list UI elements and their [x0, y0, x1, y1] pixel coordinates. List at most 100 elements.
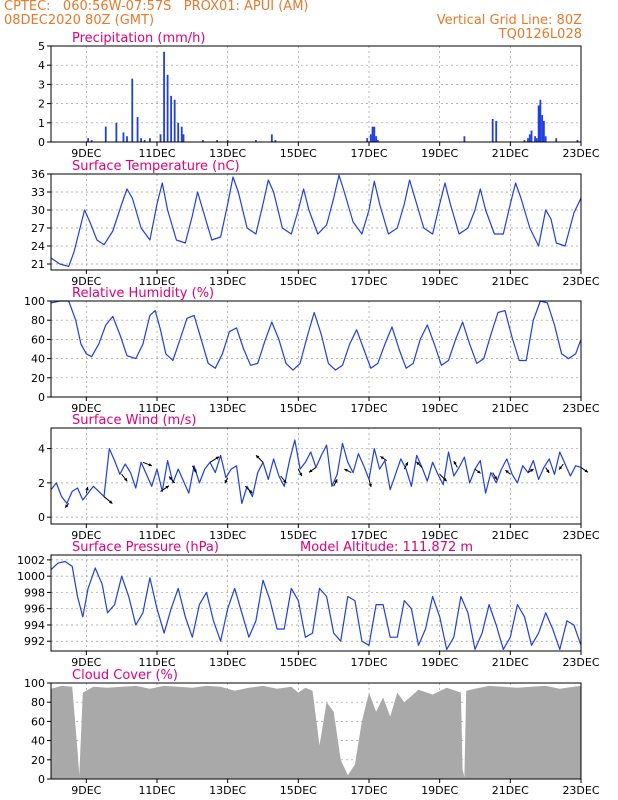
precip-bar [369, 134, 372, 142]
x-tick-label: 23DEC [562, 275, 599, 288]
y-tick-label: 20 [31, 372, 45, 385]
wind-vector-head [505, 470, 509, 474]
y-tick-label: 80 [31, 314, 45, 327]
precip-bar [122, 132, 125, 142]
x-tick-label: 23DEC [562, 402, 599, 415]
precip-bar [371, 126, 374, 142]
x-tick-label: 23DEC [562, 529, 599, 542]
precip-bar [576, 140, 579, 142]
wind-vector-head [493, 476, 497, 480]
x-tick-label: 19DEC [421, 656, 458, 669]
x-tick-label: 15DEC [280, 147, 317, 160]
panel-cloud: 0 20 40 60 80 100 9DEC 11DEC 13DEC 15DEC 17DEC 19DE… [24, 668, 600, 797]
y-tick-label: 60 [31, 333, 45, 346]
precip-bar [159, 134, 162, 142]
header-run-time: 08DEC2020 80Z (GMT) [4, 13, 155, 28]
y-tick-label: 0 [38, 511, 45, 524]
panel-rh: 0 20 40 60 80 100 9DEC 11DEC 13DEC 15DEC 17DEC 19DE… [24, 286, 600, 415]
wind-vector-head [165, 485, 169, 489]
x-tick-label: 9DEC [71, 529, 101, 542]
header-model-id: TQ0126L028 [498, 27, 582, 42]
pressure-annotation: Model Altitude: 111.872 m [300, 540, 473, 555]
x-tick-label: 17DEC [350, 275, 387, 288]
wind-vector-head [299, 472, 302, 477]
x-tick-label: 23DEC [562, 784, 599, 797]
precip-bar [255, 140, 257, 142]
y-tick-label: 100 [24, 677, 45, 690]
x-tick-label: 11DEC [138, 656, 175, 669]
wind-vector-head [169, 476, 173, 480]
x-tick-label: 17DEC [350, 656, 387, 669]
precip-bar [104, 126, 107, 142]
precip-bar [173, 99, 176, 142]
precip-bar [115, 122, 118, 142]
precip-bar [495, 120, 498, 142]
x-tick-label: 21DEC [492, 402, 529, 415]
x-tick-label: 13DEC [209, 784, 246, 797]
precip-bar [87, 138, 89, 142]
wind-vector-head [124, 477, 128, 482]
wind-series-line [50, 439, 582, 504]
y-tick-label: 60 [31, 715, 45, 728]
x-tick-label: 21DEC [492, 656, 529, 669]
wind-vector-head [193, 469, 197, 473]
precip-bar [90, 140, 93, 142]
wind-vector-head [584, 469, 588, 473]
precip-bar [136, 117, 139, 142]
precip-bar [491, 118, 494, 142]
precip-bar [126, 136, 128, 142]
header-grid-line: Vertical Grid Line: 80Z [436, 13, 582, 28]
precip-bar [543, 120, 545, 142]
wind-vector-head [283, 479, 287, 483]
precip-bar [373, 126, 376, 142]
precip-bar [140, 138, 142, 142]
y-tick-label: 40 [31, 353, 45, 366]
x-tick-label: 17DEC [350, 402, 387, 415]
precip-bar [463, 136, 466, 142]
y-tick-label: 4 [38, 443, 45, 456]
precip-bar [541, 115, 544, 142]
precip-bar [180, 126, 183, 142]
x-tick-label: 15DEC [280, 275, 317, 288]
x-tick-label: 11DEC [138, 275, 175, 288]
y-tick-label: 1002 [17, 554, 45, 567]
precip-bar [539, 99, 542, 142]
x-tick-label: 11DEC [138, 147, 175, 160]
wind-vector-head [344, 468, 348, 472]
wind-vector-head [65, 504, 69, 508]
precip-bar [555, 138, 558, 142]
temp-title: Surface Temperature (nC) [72, 159, 240, 174]
wind-vector-head [224, 479, 228, 484]
x-tick-label: 15DEC [280, 784, 317, 797]
cloud-title: Cloud Cover (%) [72, 668, 178, 683]
x-tick-label: 13DEC [209, 529, 246, 542]
panel-frame [50, 300, 582, 398]
wind-vector-head [148, 463, 152, 467]
precip-bar [226, 140, 229, 142]
y-tick-label: 0 [38, 391, 45, 404]
x-tick-label: 11DEC [138, 784, 175, 797]
x-tick-label: 17DEC [350, 147, 387, 160]
x-tick-label: 11DEC [138, 402, 175, 415]
precip-bar [375, 136, 377, 142]
y-tick-label: 4 [38, 59, 45, 72]
rh-title: Relative Humidity (%) [72, 286, 214, 301]
panel-frame [50, 682, 582, 780]
precip-bar [149, 138, 151, 142]
x-tick-label: 23DEC [562, 147, 599, 160]
y-tick-label: 0 [38, 773, 45, 786]
pressure-title: Surface Pressure (hPa) [72, 540, 219, 555]
wind-vector-head [249, 489, 253, 494]
wind-vector-head [443, 477, 447, 482]
precip-bar [170, 95, 173, 142]
x-tick-label: 15DEC [280, 529, 317, 542]
precip-bar [143, 140, 146, 142]
x-tick-label: 23DEC [562, 656, 599, 669]
y-tick-label: 2 [38, 98, 45, 111]
y-tick-label: 998 [24, 586, 45, 599]
y-tick-label: 3 [38, 78, 45, 91]
panel-frame [50, 45, 582, 143]
precip-bar [177, 122, 180, 142]
panel-frame [50, 427, 582, 525]
